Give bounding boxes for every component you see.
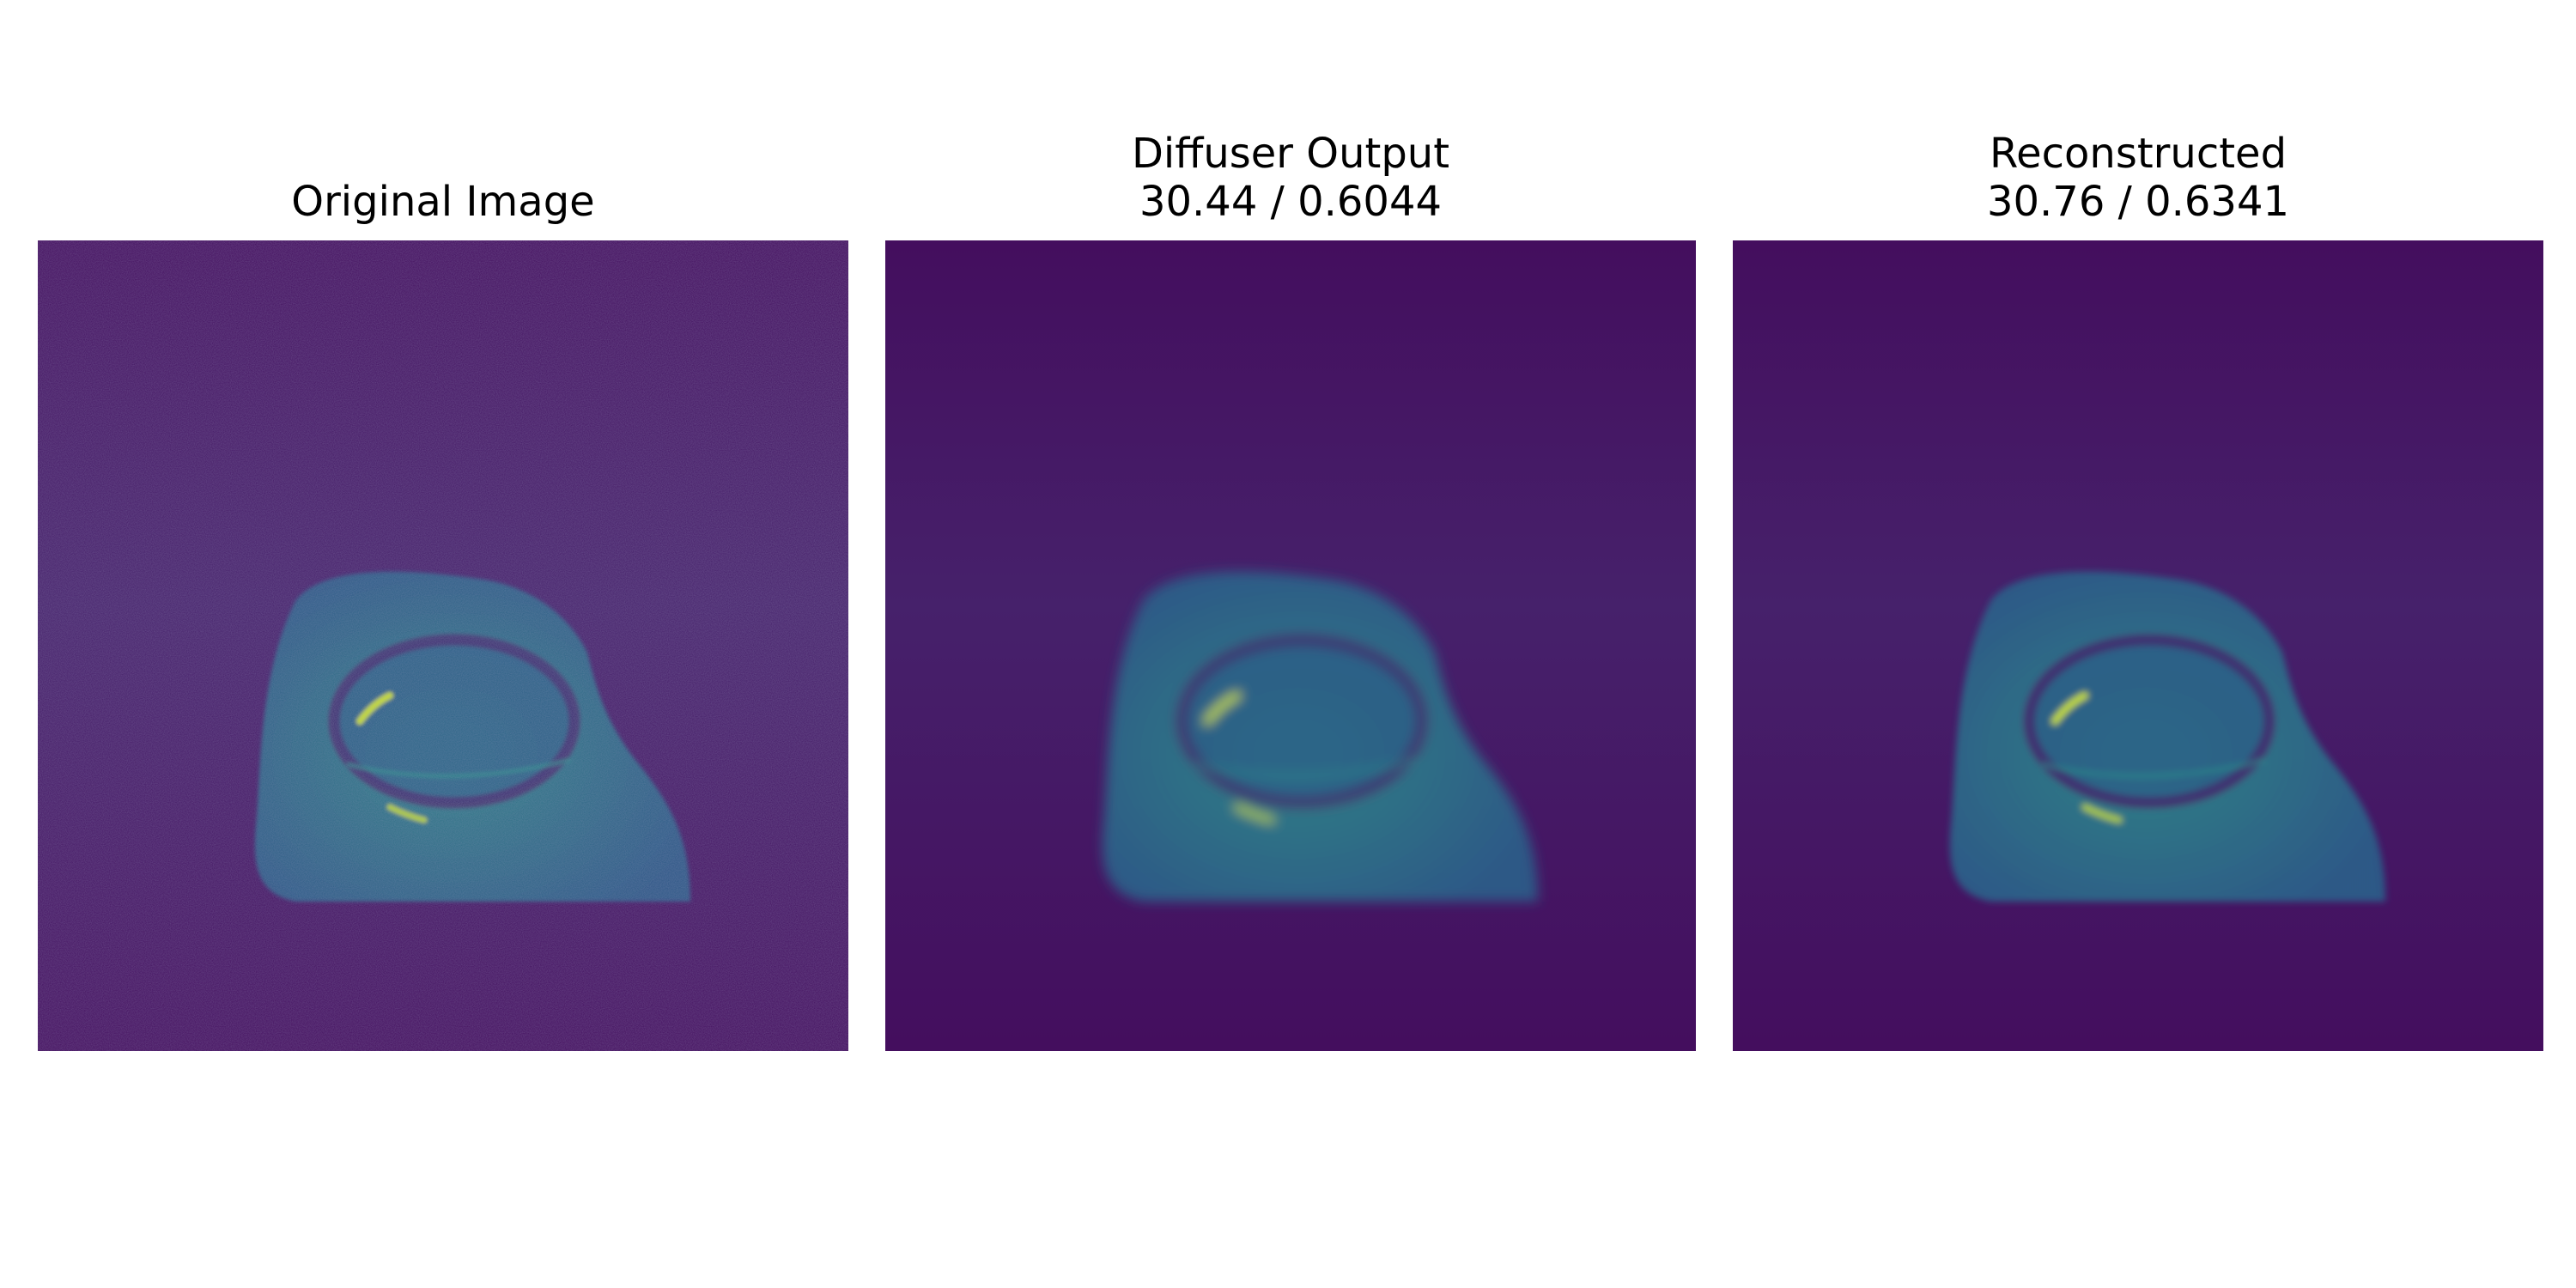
tissue-region [1949, 571, 2385, 902]
noise-overlay [38, 240, 848, 1051]
panel-original: Original Image [38, 0, 848, 1288]
bright-highlight [1204, 692, 1241, 725]
mri-image-reconstructed [1733, 240, 2543, 1051]
panel-title-line: Diffuser Output [1131, 130, 1450, 178]
panel-title-line: Original Image [291, 178, 595, 226]
panel-title: Reconstructed 30.76 / 0.6341 [1733, 130, 2543, 226]
panel-title-line: Reconstructed [1989, 130, 2287, 178]
tissue-structure [1194, 757, 1419, 779]
mri-image-svg [38, 240, 848, 1051]
mri-image-original [38, 240, 848, 1051]
mri-image-svg [885, 240, 1696, 1051]
tissue-structure [2041, 757, 2266, 779]
tissue-region [1102, 571, 1538, 902]
panel-title: Diffuser Output 30.44 / 0.6044 [885, 130, 1696, 226]
panel-reconstructed: Reconstructed 30.76 / 0.6341 [1733, 0, 2543, 1288]
mri-image-diffuser-output [885, 240, 1696, 1051]
cavity-outline [1176, 634, 1428, 809]
cavity-outline [2023, 634, 2275, 809]
bright-highlight [2081, 804, 2123, 823]
bright-highlight [2051, 692, 2088, 725]
panel-title: Original Image [38, 178, 848, 226]
panel-diffuser-output: Diffuser Output 30.44 / 0.6044 [885, 0, 1696, 1288]
inner-cavity [2029, 640, 2269, 803]
inner-cavity [1182, 640, 1422, 803]
panel-metrics: 30.76 / 0.6341 [1986, 178, 2290, 226]
mri-image-svg [1733, 240, 2543, 1051]
bright-highlight [1234, 804, 1275, 823]
panel-metrics: 30.44 / 0.6044 [1139, 178, 1443, 226]
